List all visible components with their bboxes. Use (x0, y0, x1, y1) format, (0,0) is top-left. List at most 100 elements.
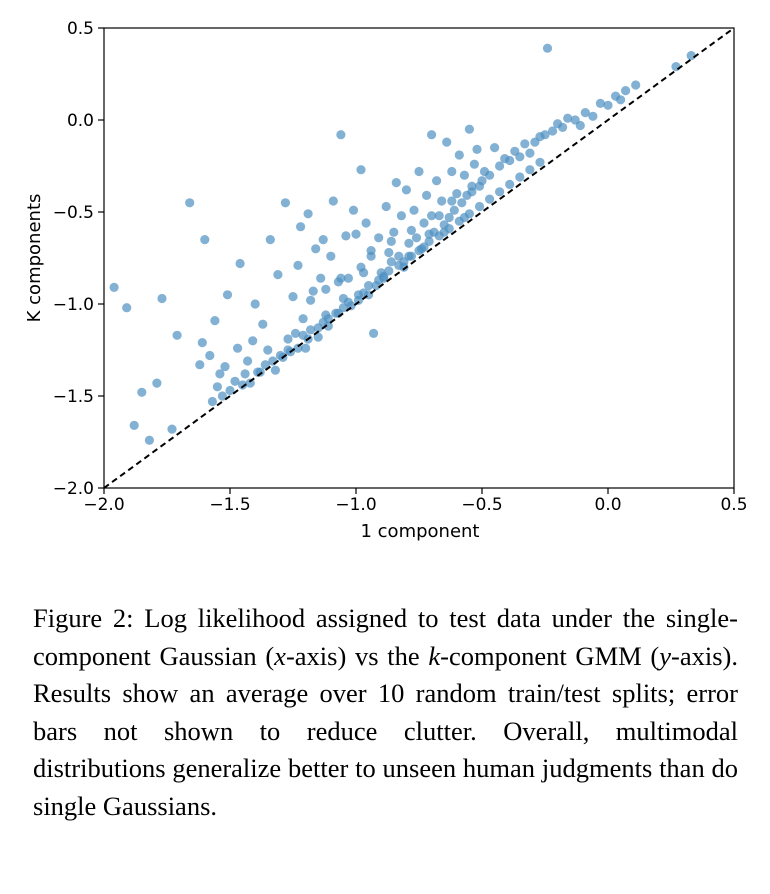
data-point (449, 205, 459, 215)
scatter-chart: −2.0 −1.5 −1.0 −0.5 0.0 0.5 −2.0 −1.5 −1.0 −0.5 0… (24, 19, 748, 542)
data-point (233, 343, 243, 353)
data-point (222, 290, 233, 300)
plot-frame (103, 27, 735, 489)
data-point (631, 80, 641, 90)
data-point (520, 139, 530, 149)
data-point (273, 270, 283, 280)
data-point (389, 227, 399, 237)
data-point (621, 86, 631, 96)
data-point (301, 343, 311, 353)
x-tick-label: 0.5 (720, 495, 747, 515)
data-point (542, 43, 553, 53)
y-tick-label: −1.5 (53, 387, 94, 407)
data-point (469, 159, 479, 169)
data-point (495, 187, 505, 197)
data-point (485, 194, 495, 204)
caption-text-3: -component GMM ( (440, 640, 660, 671)
data-point (409, 205, 419, 215)
data-point (283, 345, 293, 355)
data-point (427, 211, 437, 221)
data-point (235, 258, 245, 269)
data-point (419, 218, 429, 228)
data-point (265, 235, 275, 245)
data-point (548, 126, 558, 136)
data-point (137, 387, 147, 397)
caption-var-y: y (659, 640, 672, 671)
data-point (399, 257, 409, 267)
x-tick-label: −0.5 (461, 495, 502, 515)
data-point (243, 356, 253, 366)
caption-var-k: k (428, 640, 441, 671)
data-point (474, 201, 485, 212)
data-point (540, 130, 550, 140)
data-point (298, 314, 308, 324)
data-point (447, 196, 457, 206)
x-axis-label: 1 component (360, 521, 479, 542)
data-point (280, 198, 290, 208)
data-point (595, 98, 606, 108)
data-point (406, 225, 416, 235)
data-point (326, 251, 336, 261)
data-point (452, 189, 462, 199)
data-point (384, 266, 394, 276)
y-axis-label: K components (24, 194, 45, 323)
data-point (454, 150, 464, 160)
data-point (268, 356, 278, 366)
data-point (563, 113, 573, 123)
data-point (172, 330, 182, 340)
data-point (361, 218, 371, 228)
data-point (616, 95, 626, 105)
data-point (671, 62, 681, 72)
data-point (197, 338, 207, 348)
identity-reference-line (103, 27, 735, 489)
data-point (303, 209, 313, 219)
data-point (296, 222, 306, 232)
data-point (447, 166, 457, 177)
data-point (401, 185, 411, 195)
data-point (495, 161, 505, 171)
data-point (558, 122, 568, 132)
data-point (306, 325, 316, 335)
data-point (225, 385, 235, 396)
data-point (386, 236, 396, 246)
data-point (195, 360, 205, 370)
data-point (464, 124, 474, 134)
data-point (336, 273, 346, 283)
x-tick-label: −1.0 (335, 495, 376, 515)
caption-text-2: -axis) vs the (285, 640, 429, 671)
data-point (210, 316, 220, 326)
data-point (283, 334, 293, 344)
data-point (157, 293, 167, 304)
data-point (341, 231, 351, 241)
data-point (477, 176, 487, 186)
data-point (316, 273, 326, 283)
data-point (505, 155, 515, 166)
data-point (250, 299, 260, 309)
data-point (580, 108, 590, 118)
data-point (328, 196, 338, 206)
data-point (379, 273, 389, 283)
data-point (248, 336, 258, 346)
y-axis: −2.0 −1.5 −1.0 −0.5 0.0 0.5 (53, 19, 104, 499)
data-point (356, 262, 366, 272)
y-tick-label: −1.0 (53, 295, 94, 315)
data-point (457, 198, 467, 208)
data-point (439, 227, 449, 237)
caption-text-4: -axis). Results show an average over 10 … (33, 640, 738, 821)
data-point (444, 212, 454, 223)
data-point (391, 178, 401, 188)
x-tick-label: −2.0 (83, 495, 124, 515)
data-point (311, 244, 321, 254)
data-point (109, 282, 119, 292)
data-point (348, 205, 359, 215)
data-point (396, 211, 406, 221)
caption-var-x: x (274, 640, 286, 671)
data-point (381, 201, 391, 212)
data-point (270, 365, 280, 375)
data-point (575, 120, 585, 131)
data-point (437, 196, 447, 206)
y-tick-label: 0.5 (67, 19, 94, 39)
x-axis: −2.0 −1.5 −1.0 −0.5 0.0 0.5 (83, 488, 748, 515)
data-point (427, 130, 437, 140)
